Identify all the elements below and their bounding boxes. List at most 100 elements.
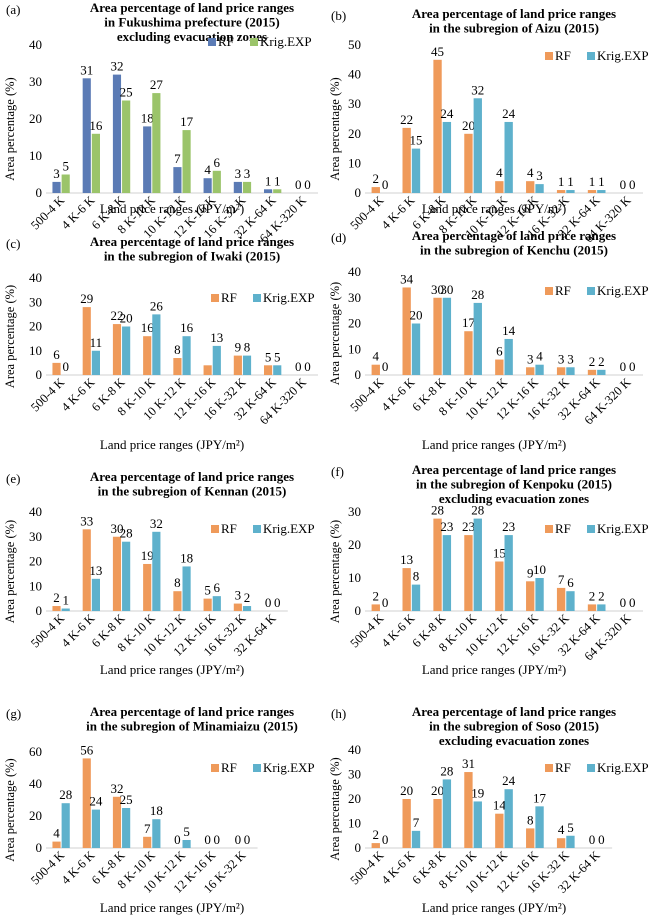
data-label: 13 [210, 330, 223, 345]
data-label: 4 [558, 822, 565, 837]
y-tick-label: 10 [29, 343, 42, 358]
bar-rf [526, 828, 535, 848]
bar-krig [442, 779, 452, 848]
data-label: 3 [53, 166, 60, 181]
data-label: 4 [527, 165, 534, 180]
bar-rf [495, 181, 504, 193]
data-label: 2 [598, 354, 605, 369]
x-axis-label: Land price ranges (JPY/m²) [100, 201, 244, 216]
bar-krig [442, 121, 452, 193]
data-label: 19 [141, 548, 154, 563]
data-label: 1 [558, 174, 565, 189]
bar-rf [52, 362, 61, 375]
bar-krig [597, 369, 606, 375]
chart-title-line: in the subregion of Minamiaizu (2015) [86, 719, 298, 734]
chart-panel-2: (b) Area percentage of land price rangesi… [328, 6, 649, 245]
legend-swatch [253, 294, 261, 302]
bar-krig [473, 801, 482, 848]
chart-panel-7: (g) Area percentage of land price rangesi… [3, 704, 315, 915]
y-axis-label: Area percentage (%) [3, 758, 17, 861]
data-label: 20 [431, 783, 444, 798]
data-label: 0 [214, 832, 221, 847]
x-tick-label: 500-4 K [28, 193, 67, 232]
data-label: 0 [304, 359, 311, 374]
bar-krig [61, 608, 70, 611]
y-tick-label: 0 [36, 185, 43, 200]
x-tick-label: 500-4 K [347, 193, 386, 232]
y-tick-label: 30 [29, 294, 42, 309]
data-label: 14 [502, 323, 516, 338]
data-label: 0 [382, 177, 389, 192]
x-tick-label: 500-4 K [28, 848, 67, 887]
bar-rf [173, 591, 182, 611]
bar-rf [464, 772, 473, 848]
y-tick-label: 30 [348, 767, 361, 782]
legend-label: Krig.EXP [597, 48, 649, 63]
data-label: 2 [53, 590, 60, 605]
data-label: 8 [174, 342, 181, 357]
bar-rf [526, 581, 535, 611]
data-label: 17 [462, 315, 476, 330]
data-label: 0 [304, 177, 311, 192]
bar-krig [91, 809, 100, 848]
chart-title-line: in the subregion of Aizu (2015) [429, 21, 599, 36]
data-label: 32 [110, 781, 123, 796]
bar-krig [242, 606, 252, 611]
data-label: 8 [413, 569, 420, 584]
y-tick-label: 40 [29, 270, 42, 285]
data-label: 6 [496, 344, 503, 359]
y-tick-label: 20 [348, 537, 361, 552]
data-label: 0 [382, 832, 389, 847]
bar-rf [143, 126, 152, 193]
data-label: 7 [144, 821, 151, 836]
y-tick-label: 40 [29, 504, 42, 519]
bar-rf [371, 604, 380, 611]
chart-title-line: Area percentage of land price ranges [90, 0, 294, 15]
data-label: 6 [214, 580, 221, 595]
y-tick-label: 20 [29, 808, 42, 823]
data-label: 10 [533, 562, 546, 577]
bar-rf [203, 365, 212, 375]
chart-panel-5: (e) Area percentage of land price rangesi… [3, 469, 315, 677]
bar-krig [535, 578, 544, 611]
panel-label: (f) [331, 464, 344, 479]
bar-krig [152, 531, 161, 611]
data-label: 30 [440, 282, 453, 297]
y-tick-label: 20 [348, 316, 361, 331]
legend-label: RF [555, 48, 571, 63]
data-label: 16 [180, 320, 194, 335]
data-label: 23 [462, 519, 475, 534]
bar-krig [61, 803, 70, 848]
bar-rf [587, 604, 597, 611]
panel-label: (c) [6, 236, 20, 251]
data-label: 3 [536, 168, 543, 183]
bar-krig [566, 835, 575, 848]
data-label: 0 [598, 832, 605, 847]
bar-krig [152, 93, 161, 193]
bar-krig [411, 830, 421, 848]
legend-swatch [250, 38, 258, 46]
data-label: 9 [527, 565, 534, 580]
bar-rf [203, 178, 212, 193]
y-tick-label: 20 [348, 791, 361, 806]
data-label: 24 [502, 773, 516, 788]
chart-panel-8: (h) Area percentage of land price rangesi… [328, 704, 649, 915]
data-label: 45 [431, 44, 444, 59]
data-label: 13 [89, 563, 102, 578]
data-label: 32 [150, 516, 163, 531]
bar-rf [526, 367, 535, 375]
bar-rf [495, 813, 504, 848]
bar-rf [203, 598, 212, 611]
bar-krig [182, 840, 191, 848]
bar-rf [82, 758, 91, 848]
data-label: 22 [110, 308, 123, 323]
bar-krig [182, 336, 191, 375]
chart-title-line: Area percentage of land price ranges [90, 234, 294, 249]
y-tick-label: 40 [348, 67, 361, 82]
data-label: 28 [471, 287, 484, 302]
chart-title-line: excluding evacuation zones [117, 29, 267, 44]
data-label: 17 [180, 114, 194, 129]
chart-title-line: Area percentage of land price ranges [412, 228, 616, 243]
y-axis-label: Area percentage (%) [328, 757, 342, 860]
